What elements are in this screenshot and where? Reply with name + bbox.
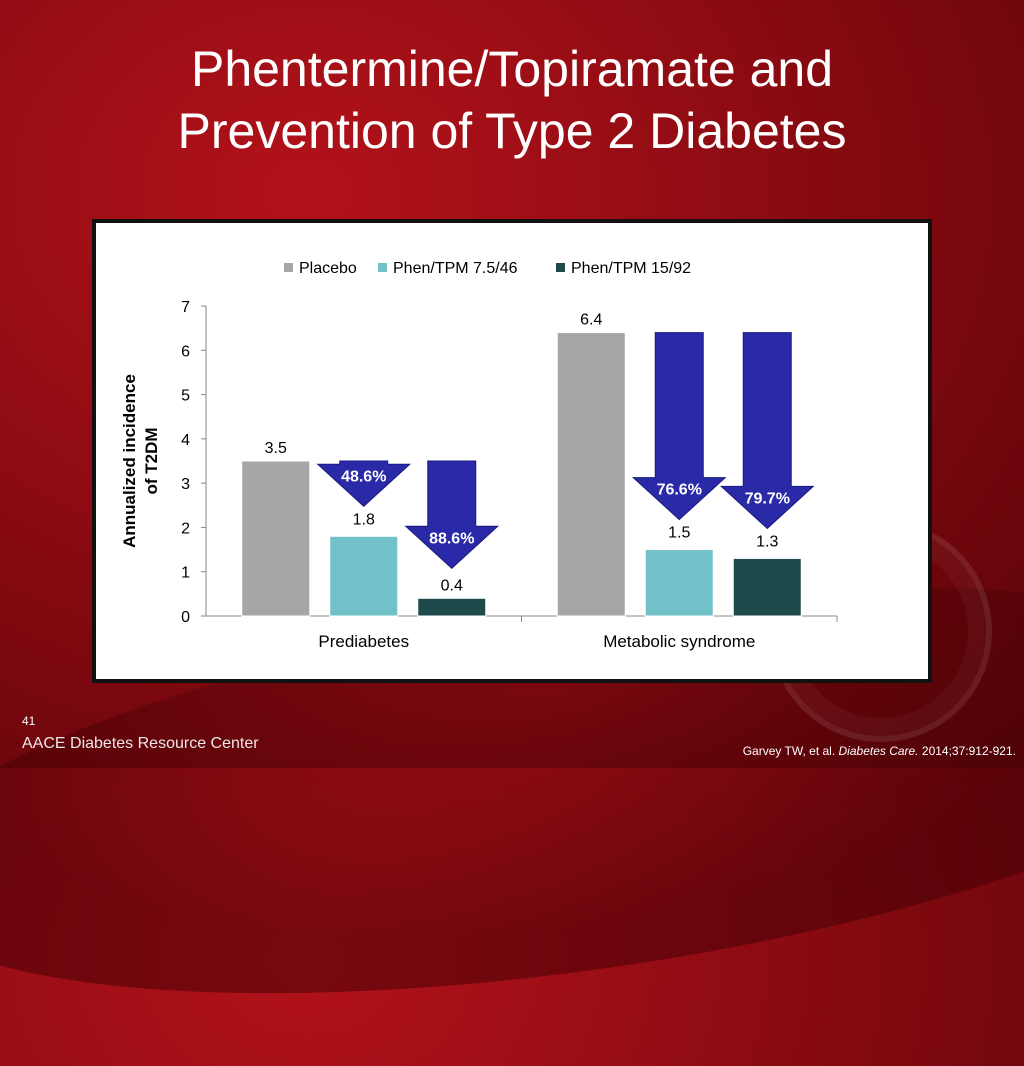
reduction-arrow bbox=[631, 332, 727, 521]
data-label: 1.8 bbox=[353, 511, 375, 528]
y-axis-title-line-2: of T2DM bbox=[142, 427, 161, 494]
bar bbox=[732, 557, 802, 617]
y-tick-label: 7 bbox=[181, 299, 190, 316]
bar bbox=[644, 549, 714, 617]
title-line-1: Phentermine/Topiramate and bbox=[190, 41, 834, 97]
citation-details: 2014;37:912-921. bbox=[921, 744, 1016, 758]
title-line-2: Prevention of Type 2 Diabetes bbox=[177, 103, 847, 159]
x-category-label: Prediabetes bbox=[318, 632, 409, 651]
reduction-arrow bbox=[316, 460, 412, 507]
reduction-label: 79.7% bbox=[745, 490, 790, 507]
reduction-label: 48.6% bbox=[341, 468, 386, 485]
slide-number: 41 bbox=[22, 714, 36, 728]
y-tick-label: 1 bbox=[181, 565, 190, 582]
data-label: 1.3 bbox=[756, 533, 778, 550]
legend-swatch bbox=[284, 263, 293, 272]
reduction-label: 76.6% bbox=[657, 482, 702, 499]
legend-label: Placebo bbox=[299, 260, 357, 277]
bar bbox=[329, 535, 399, 617]
legend-swatch bbox=[556, 263, 565, 272]
y-tick-label: 5 bbox=[181, 388, 190, 405]
data-label: 0.4 bbox=[441, 577, 463, 594]
bar bbox=[556, 332, 626, 617]
reduction-arrow bbox=[719, 332, 815, 530]
data-label: 3.5 bbox=[265, 440, 287, 457]
footer-brand: AACE Diabetes Resource Center bbox=[22, 735, 259, 752]
y-tick-label: 4 bbox=[181, 432, 190, 449]
reduction-label: 88.6% bbox=[429, 530, 474, 547]
y-tick-label: 2 bbox=[181, 520, 190, 537]
legend-label: Phen/TPM 7.5/46 bbox=[393, 260, 518, 277]
bar-chart: 0 1 2 3 4 5 6 7 Prediabetes Metabolic syndrome 3.5… bbox=[120, 260, 838, 651]
chart-frame: 0 1 2 3 4 5 6 7 Prediabetes Metabolic syndrome 3.5… bbox=[92, 219, 932, 683]
data-label: 6.4 bbox=[580, 312, 602, 329]
y-axis-title-line-1: Annualized incidence bbox=[120, 374, 139, 548]
slide-title: Phentermine/Topiramate and Prevention of… bbox=[0, 38, 1024, 162]
data-label: 1.5 bbox=[668, 525, 690, 542]
y-tick-label: 0 bbox=[181, 609, 190, 626]
x-category-label: Metabolic syndrome bbox=[603, 632, 755, 651]
citation: Garvey TW, et al. Diabetes Care. 2014;37… bbox=[743, 744, 1016, 758]
legend-label: Phen/TPM 15/92 bbox=[571, 260, 691, 277]
reduction-arrow bbox=[404, 460, 500, 569]
legend-swatch bbox=[378, 263, 387, 272]
y-axis-title: Annualized incidence of T2DM bbox=[120, 374, 161, 548]
y-tick-label: 3 bbox=[181, 476, 190, 493]
bar bbox=[241, 460, 311, 617]
citation-authors: Garvey TW, et al. bbox=[742, 744, 836, 758]
citation-journal: Diabetes Care. bbox=[838, 744, 919, 758]
y-tick-label: 6 bbox=[181, 343, 190, 360]
bar bbox=[417, 597, 487, 617]
